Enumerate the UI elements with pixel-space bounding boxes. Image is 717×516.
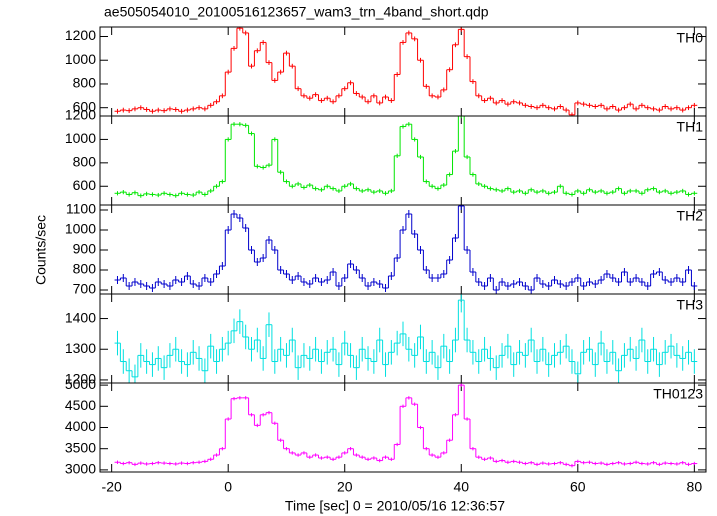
y-tick-label: 3500 [65, 439, 96, 455]
panel: 600 800 1000 1200 TH0 [65, 26, 707, 117]
y-tick-label: 3000 [65, 461, 96, 477]
panel: 1200 1300 1400 TH3 [65, 293, 707, 387]
panel-label: TH0123 [653, 386, 703, 402]
y-axis-label: Counts/sec [33, 215, 49, 285]
panel: 3000 3500 4000 4500 5000 -20 0 20 40 60 80 TH0123 [65, 376, 707, 495]
y-tick-label: 1200 [65, 27, 96, 43]
x-tick-label: 0 [224, 479, 232, 495]
x-tick-label: 80 [687, 479, 703, 495]
y-tick-label: 5000 [65, 376, 96, 392]
y-tick-label: 1000 [65, 130, 96, 146]
y-tick-label: 800 [73, 154, 97, 170]
panel-label: TH3 [677, 297, 704, 313]
x-tick-label: 60 [570, 479, 586, 495]
y-tick-label: 1200 [65, 371, 96, 387]
series [114, 294, 698, 383]
series [114, 383, 698, 468]
y-tick-label: 4000 [65, 418, 96, 434]
y-tick-label: 1300 [65, 340, 96, 356]
panel: 600 800 1000 1200 TH1 [65, 107, 707, 206]
panel-label: TH0 [677, 30, 704, 46]
panel-frame [99, 382, 707, 473]
series [114, 27, 698, 116]
y-tick-label: 4500 [65, 397, 96, 413]
panel-frame [99, 204, 707, 295]
y-tick-label: 1000 [65, 221, 96, 237]
panel-label: TH2 [677, 208, 704, 224]
y-tick-label: 800 [73, 261, 97, 277]
y-tick-label: 800 [73, 75, 97, 91]
x-axis-label: Time [sec] 0 = 2010/05/16 12:36:57 [285, 498, 505, 514]
panel: 700 800 900 1000 1100 TH2 [65, 201, 707, 297]
y-tick-label: 1000 [65, 51, 96, 67]
y-tick-label: 900 [73, 241, 97, 257]
y-tick-label: 1100 [66, 201, 96, 217]
x-tick-label: 40 [453, 479, 469, 495]
x-tick-label: 20 [337, 479, 353, 495]
y-tick-label: 1400 [65, 309, 96, 325]
panel-label: TH1 [677, 119, 704, 135]
y-tick-label: 600 [73, 98, 97, 114]
x-tick-label: -20 [102, 479, 122, 495]
chart-title: ae505054010_20100516123657_wam3_trn_4ban… [104, 4, 489, 20]
y-tick-label: 1200 [65, 107, 96, 123]
series [114, 205, 698, 294]
y-tick-label: 700 [73, 281, 97, 297]
y-tick-label: 600 [73, 177, 97, 193]
series [114, 116, 698, 198]
